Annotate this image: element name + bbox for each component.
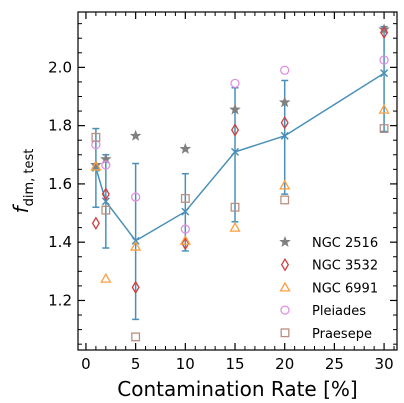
ticks: 0 5 10 15 20 25 30 1.2 1.4 1.6 1.8 2.0: [48, 12, 397, 373]
legend-marker-ngc-3532: [280, 257, 290, 272]
data-point-pleiades: [230, 78, 240, 89]
legend-marker-praesepe: [280, 328, 290, 338]
data-point-ngc-3532: [380, 25, 389, 40]
y-tick-label: 2.0: [48, 58, 72, 76]
data-point-praesepe: [280, 195, 290, 205]
y-axis-label-main: f: [9, 203, 33, 213]
data-point-pleiades: [130, 192, 141, 202]
data-point-ngc-2516: [229, 103, 241, 115]
legend-label-ngc-6991: NGC 6991: [312, 281, 378, 296]
x-tick-label: 30: [375, 355, 394, 373]
x-tick-label: 15: [225, 355, 244, 373]
data-point-ngc-2516: [129, 129, 142, 141]
plot-frame: [77, 11, 398, 351]
data-point-praesepe: [379, 124, 389, 134]
mean-line: [95, 72, 385, 242]
mean-line-layer: [91, 69, 389, 245]
legend-label-praesepe: Praesepe: [312, 327, 372, 342]
data-point-pleiades: [280, 65, 290, 75]
mean-point: [280, 131, 289, 140]
error-bars: [92, 25, 388, 321]
x-tick-label: 20: [275, 355, 294, 373]
legend-marker-pleiades: [280, 305, 290, 315]
data-point-ngc-2516: [378, 23, 390, 35]
data-point-praesepe: [230, 202, 240, 212]
data-point-praesepe: [91, 132, 101, 142]
legend-marker-ngc-6991: [279, 281, 291, 292]
data-point-ngc-3532: [280, 115, 289, 130]
data-point-ngc-3532: [101, 187, 110, 201]
data-point-ngc-6991: [100, 272, 112, 283]
data-point-ngc-6991: [179, 234, 191, 245]
legend-label-ngc-2516: NGC 2516: [312, 236, 378, 251]
legend: NGC 2516 NGC 3532 NGC 6991 Pleiades Praesepe: [279, 235, 378, 342]
data-point-ngc-2516: [278, 96, 291, 108]
data-point-ngc-3532: [181, 236, 190, 251]
y-tick-label: 1.2: [48, 291, 72, 309]
y-tick-label: 1.8: [48, 117, 72, 135]
mean-point: [101, 197, 110, 206]
x-tick-label: 5: [131, 355, 141, 373]
mean-point: [230, 147, 240, 156]
legend-marker-ngc-2516: [279, 235, 291, 247]
data-point-ngc-6991: [90, 160, 102, 171]
data-point-ngc-3532: [131, 280, 140, 295]
data-point-ngc-3532: [91, 216, 100, 231]
x-tick-label: 25: [325, 355, 344, 373]
x-tick-label: 0: [81, 355, 91, 373]
y-tick-label: 1.4: [48, 233, 72, 251]
mean-point: [131, 236, 140, 245]
data-point-pleiades: [101, 160, 111, 170]
data-point-pleiades: [379, 55, 389, 65]
data-point-ngc-6991: [378, 103, 390, 114]
y-tick-label: 1.6: [48, 175, 72, 193]
data-point-ngc-6991: [279, 179, 291, 190]
y-axis-label-subscript: dim, test: [22, 149, 37, 207]
legend-label-ngc-3532: NGC 3532: [312, 259, 378, 274]
data-point-ngc-2516: [90, 158, 102, 170]
data-point-ngc-6991: [130, 240, 142, 251]
data-point-praesepe: [131, 332, 141, 342]
x-axis-label: Contamination Rate [%]: [117, 377, 357, 401]
y-axis-label: fdim, test: [9, 149, 37, 214]
data-point-ngc-2516: [179, 142, 192, 154]
mean-point: [181, 207, 190, 216]
mean-point: [380, 69, 389, 78]
legend-label-pleiades: Pleiades: [312, 304, 366, 319]
series-markers: [90, 23, 390, 342]
data-point-pleiades: [180, 224, 190, 234]
x-tick-label: 10: [176, 355, 195, 373]
data-point-ngc-3532: [230, 123, 240, 137]
data-point-praesepe: [180, 194, 190, 203]
data-point-ngc-6991: [229, 221, 241, 232]
data-point-praesepe: [101, 205, 111, 215]
